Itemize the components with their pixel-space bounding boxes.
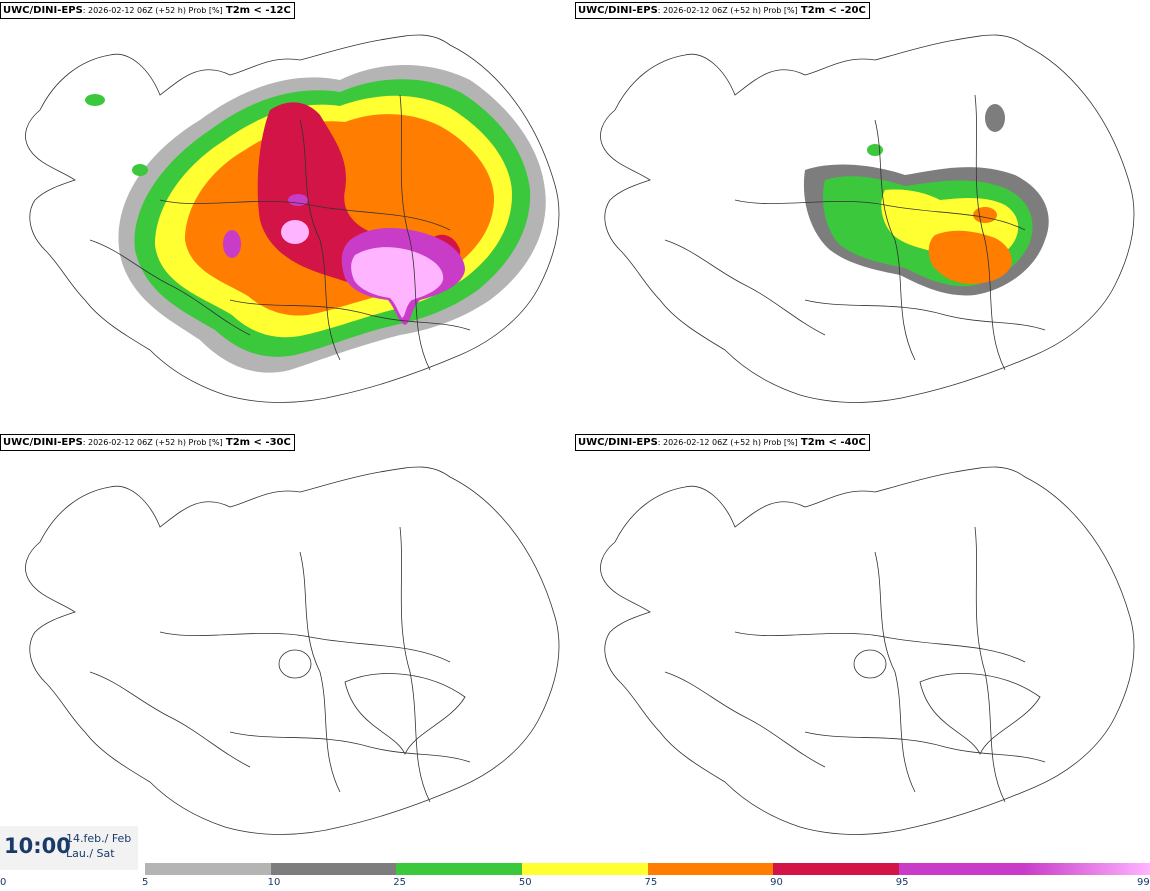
legend-tick-label: 50 (518, 877, 532, 888)
legend-segment (898, 863, 1025, 875)
model-name: UWC/DINI-EPS (578, 5, 658, 16)
probability-field (85, 65, 546, 373)
variable-label: T2m < -20C (800, 5, 866, 16)
coastline (25, 466, 560, 835)
legend-segment (521, 863, 648, 875)
legend-segment (145, 863, 271, 875)
valid-time-box: 10:00 14.feb./ Feb Lau./ Sat (0, 826, 138, 870)
map-panel-t2m-20: UWC/DINI-EPS: 2026-02-12 06Z (+52 h) Pro… (575, 0, 1150, 432)
variable-label: T2m < -30C (225, 437, 291, 448)
variable-label: T2m < -40C (800, 437, 866, 448)
run-info: : 2026-02-12 06Z (+52 h) Prob [%] (82, 6, 223, 15)
model-name: UWC/DINI-EPS (3, 5, 83, 16)
run-info: : 2026-02-12 06Z (+52 h) Prob [%] (657, 6, 798, 15)
color-legend-bar (145, 863, 1150, 875)
iceland-map (600, 466, 1135, 835)
model-name: UWC/DINI-EPS (578, 437, 658, 448)
coastline (600, 466, 1135, 835)
coastline (25, 34, 560, 403)
map-panel-t2m-12: UWC/DINI-EPS: 2026-02-12 06Z (+52 h) Pro… (0, 0, 575, 432)
valid-date-line2: Lau./ Sat (66, 847, 115, 860)
legend-segment (773, 863, 899, 875)
legend-tick-label: 0 (0, 877, 7, 888)
model-name: UWC/DINI-EPS (3, 437, 83, 448)
map-panel-t2m-40: UWC/DINI-EPS: 2026-02-12 06Z (+52 h) Pro… (575, 432, 1150, 864)
run-info: : 2026-02-12 06Z (+52 h) Prob [%] (657, 438, 798, 447)
legend-tick-label: 75 (644, 877, 658, 888)
coastline (600, 34, 1135, 403)
map-panel-t2m-30: UWC/DINI-EPS: 2026-02-12 06Z (+52 h) Pro… (0, 432, 575, 864)
legend-tick-label: 99 (1137, 877, 1150, 888)
probability-field (803, 104, 1049, 296)
legend-tick-label: 5 (142, 877, 149, 888)
legend-segment (270, 863, 397, 875)
panel-title: UWC/DINI-EPS: 2026-02-12 06Z (+52 h) Pro… (575, 434, 870, 451)
valid-time-clock: 10:00 (4, 834, 71, 858)
legend-tick-label: 90 (770, 877, 783, 888)
iceland-map (25, 466, 560, 835)
panel-title: UWC/DINI-EPS: 2026-02-12 06Z (+52 h) Pro… (0, 2, 295, 19)
legend-segment (1024, 863, 1150, 875)
legend-segment (647, 863, 774, 875)
variable-label: T2m < -12C (225, 5, 291, 16)
valid-date-line1: 14.feb./ Feb (66, 832, 132, 845)
panel-title: UWC/DINI-EPS: 2026-02-12 06Z (+52 h) Pro… (0, 434, 295, 451)
panel-title: UWC/DINI-EPS: 2026-02-12 06Z (+52 h) Pro… (575, 2, 870, 19)
legend-tick-label: 10 (267, 877, 281, 888)
legend-tick-label: 95 (895, 877, 909, 888)
iceland-map (25, 34, 560, 403)
iceland-map (600, 34, 1135, 403)
run-info: : 2026-02-12 06Z (+52 h) Prob [%] (82, 438, 223, 447)
legend-tick-label: 25 (393, 877, 406, 888)
legend-segment (396, 863, 522, 875)
